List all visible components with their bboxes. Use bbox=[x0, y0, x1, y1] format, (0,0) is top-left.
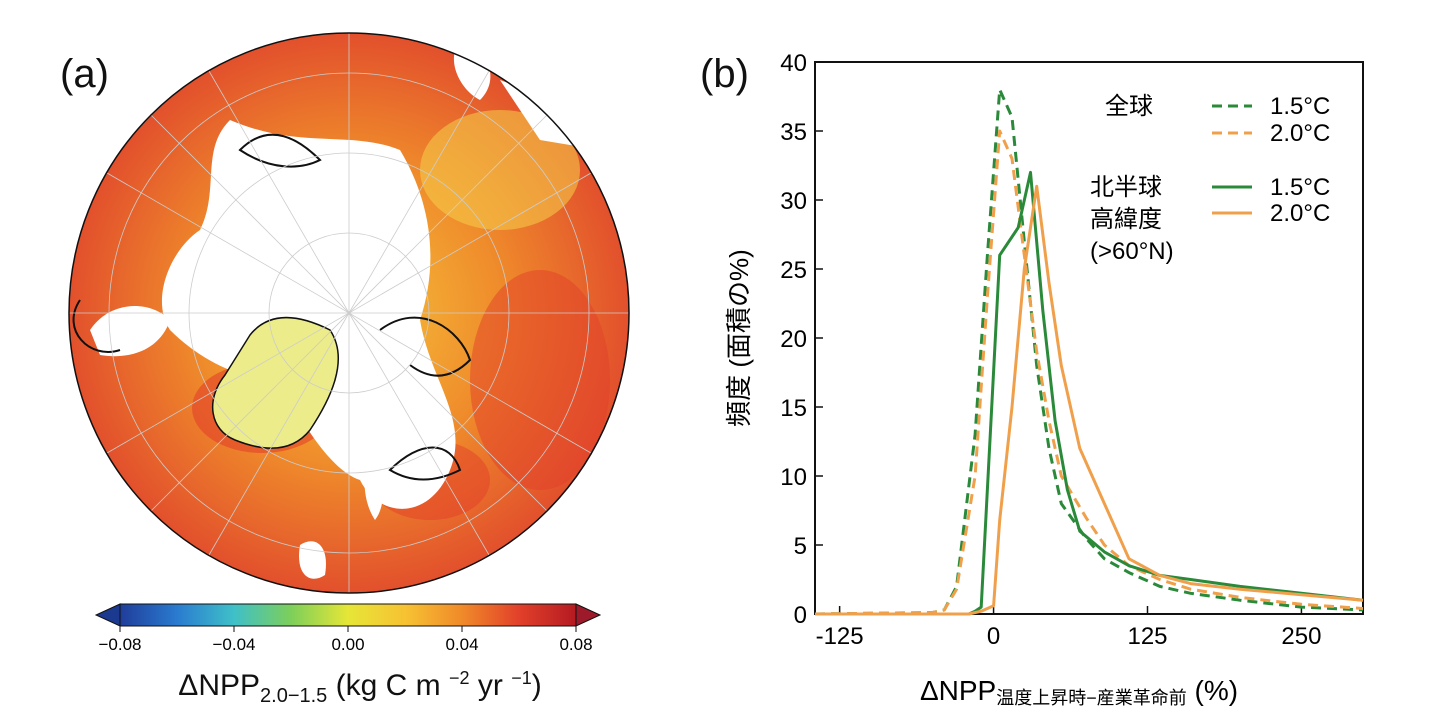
x-label-main: ΔNPP bbox=[920, 675, 996, 706]
y-tick-label: 0 bbox=[794, 602, 807, 629]
legend-nh-label-line2: 高緯度 bbox=[1090, 206, 1162, 233]
caption-main: ΔNPP bbox=[178, 669, 261, 702]
series-line-2 bbox=[814, 129, 1364, 616]
colorbar: −0.08 −0.04 0.00 0.04 0.08 bbox=[94, 603, 602, 654]
colorbar-extend-low bbox=[94, 603, 121, 627]
x-axis: -125 0 125 250 bbox=[816, 606, 1321, 650]
legend-nh-label-line1: 北半球 bbox=[1090, 174, 1162, 201]
legend-entry-global-15: 1.5°C bbox=[1270, 93, 1330, 120]
legend-nh-label-line3: (>60°N) bbox=[1090, 238, 1174, 265]
x-axis-label: ΔNPP温度上昇時−産業革命前 (%) bbox=[920, 675, 1238, 708]
caption-exp1: −2 bbox=[448, 668, 470, 688]
series-line-1 bbox=[814, 88, 1364, 616]
colorbar-tick-label: 0.00 bbox=[331, 635, 364, 654]
colorbar-tick-label: 0.04 bbox=[445, 635, 478, 654]
y-tick-label: 25 bbox=[780, 257, 807, 284]
panel-b-chart: (b) 0 5 10 15 20 25 30 35 40 -125 0 125 250 頻度 (面積の… bbox=[690, 0, 1440, 720]
map-boundary bbox=[68, 32, 630, 594]
panel-b-label: (b) bbox=[700, 52, 749, 96]
y-tick-label: 10 bbox=[780, 464, 807, 491]
y-axis: 0 5 10 15 20 25 30 35 40 bbox=[780, 50, 823, 629]
y-tick-label: 35 bbox=[780, 119, 807, 146]
x-tick-label: -125 bbox=[816, 623, 864, 650]
hudson-bay bbox=[90, 306, 170, 357]
series-lines bbox=[814, 88, 1364, 616]
caption-units-post: ) bbox=[531, 669, 542, 702]
colorbar-extend-high bbox=[575, 603, 602, 627]
series-line-4 bbox=[815, 184, 1364, 616]
caption-subscript: 2.0−1.5 bbox=[260, 685, 328, 707]
polar-map: −0.08 −0.04 0.00 0.04 0.08 bbox=[68, 32, 630, 654]
legend-entry-global-20: 2.0°C bbox=[1270, 120, 1330, 147]
north-sea bbox=[299, 541, 326, 579]
y-tick-label: 40 bbox=[780, 50, 807, 77]
legend: 全球 1.5°C 2.0°C 北半球 高緯度 (>60°N) 1.5°C 2.0… bbox=[1090, 93, 1330, 265]
panel-a-label: (a) bbox=[60, 52, 109, 96]
colorbar-tick-label: −0.08 bbox=[98, 635, 141, 654]
x-label-subscript: 温度上昇時−産業革命前 bbox=[996, 688, 1187, 708]
arctic-ocean bbox=[161, 120, 456, 509]
y-tick-label: 30 bbox=[780, 188, 807, 215]
colorbar-tick-label: 0.08 bbox=[559, 635, 592, 654]
graticule bbox=[69, 33, 629, 593]
legend-global-label: 全球 bbox=[1105, 93, 1153, 120]
frequency-chart: 0 5 10 15 20 25 30 35 40 -125 0 125 250 頻度 (面積の%) Δ… bbox=[724, 50, 1364, 708]
colorbar-caption: ΔNPP2.0−1.5 (kg C m −2 yr −1) bbox=[0, 668, 720, 708]
caption-units-mid: yr bbox=[469, 669, 512, 702]
y-tick-label: 20 bbox=[780, 326, 807, 353]
colorbar-body bbox=[119, 603, 577, 627]
caption-units-pre: (kg C m bbox=[327, 669, 449, 702]
y-axis-label: 頻度 (面積の%) bbox=[724, 249, 754, 427]
y-tick-label: 5 bbox=[794, 533, 807, 560]
legend-entry-nh-20: 2.0°C bbox=[1270, 200, 1330, 227]
caption-exp2: −1 bbox=[511, 668, 532, 688]
greenland bbox=[211, 316, 339, 449]
colorbar-tick-label: −0.04 bbox=[212, 635, 255, 654]
x-tick-label: 125 bbox=[1127, 623, 1167, 650]
x-label-unit: (%) bbox=[1187, 675, 1238, 706]
series-line-3 bbox=[815, 170, 1364, 616]
x-tick-label: 250 bbox=[1281, 623, 1321, 650]
baltic-sea bbox=[364, 450, 383, 520]
y-tick-label: 15 bbox=[780, 395, 807, 422]
panel-a-map: (a) bbox=[0, 32, 720, 708]
x-tick-label: 0 bbox=[987, 623, 1000, 650]
legend-entry-nh-15: 1.5°C bbox=[1270, 174, 1330, 201]
